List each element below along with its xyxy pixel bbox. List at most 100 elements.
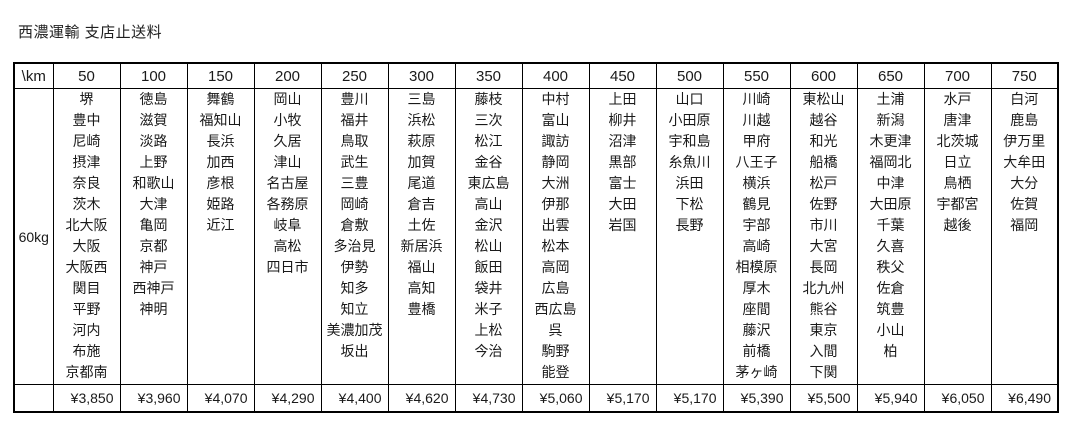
city-name: 大宮	[809, 238, 838, 254]
city-name: 茨木	[72, 196, 101, 212]
city-name: 知多	[340, 280, 369, 296]
city-list-200km: 岡山 小牧 久居 津山 名古屋 各務原 岐阜 高松 四日市	[253, 88, 322, 385]
city-name: 尼崎	[72, 133, 101, 149]
distance-header-700km: 700	[923, 62, 992, 89]
city-name: 静岡	[541, 154, 570, 170]
distance-header-row: \km 50 100 150 200 250 300 350 400 450 500 550 600 6…	[13, 62, 1059, 89]
city-name: 柳井	[608, 112, 637, 128]
city-name: 佐賀	[1010, 196, 1039, 212]
price-750km: ¥6,490	[990, 384, 1059, 413]
city-name: 摂津	[72, 154, 101, 170]
city-name: 高崎	[742, 238, 771, 254]
city-name: 神明	[139, 301, 168, 317]
city-name: 近江	[206, 217, 235, 233]
city-name: 沼津	[608, 133, 637, 149]
city-name: 松山	[474, 238, 503, 254]
city-name: 倉吉	[407, 196, 436, 212]
city-name: 金谷	[474, 154, 503, 170]
city-name: 鳥栖	[943, 175, 972, 191]
distance-header-550km: 550	[722, 62, 791, 89]
city-name: 大分	[1010, 175, 1039, 191]
city-name: 西神戸	[132, 280, 175, 296]
distance-header-600km: 600	[789, 62, 858, 89]
city-name: 高山	[474, 196, 503, 212]
city-name: 水戸	[943, 91, 972, 107]
city-body-row: 60kg 堺豊中 尼崎 摂津 奈良 茨木 北大阪 大阪 大阪西 関目 平野 河内 布施 京都南 徳島 滋賀淡…	[13, 88, 1059, 385]
city-name: 船橋	[809, 154, 838, 170]
city-name: 上田	[608, 91, 637, 107]
city-name: 市川	[809, 217, 838, 233]
city-name: 東松山	[802, 91, 845, 107]
city-name: 甲府	[742, 133, 771, 149]
city-name: 袋井	[474, 280, 503, 296]
city-name: 東京	[809, 322, 838, 338]
city-name: 横浜	[742, 175, 771, 191]
city-name: 堺	[79, 91, 94, 107]
city-name: 座間	[742, 301, 771, 317]
city-name: 米子	[474, 301, 503, 317]
city-name: 伊万里	[1003, 133, 1046, 149]
city-list-100km: 徳島 滋賀 淡路 上野 和歌山 大津 亀岡 京都 神戸 西神戸 神明	[119, 88, 188, 385]
city-name: 東広島	[467, 175, 510, 191]
distance-header-150km: 150	[186, 62, 255, 89]
city-name: 駒野	[541, 343, 570, 359]
city-name: 徳島	[139, 91, 168, 107]
city-name: 相模原	[735, 259, 778, 275]
city-name: 大田原	[869, 196, 912, 212]
city-name: 平野	[72, 301, 101, 317]
city-name: 入間	[809, 343, 838, 359]
corner-km-label: \km	[13, 62, 54, 89]
city-list-650km: 土浦 新潟 木更津 福岡北 中津 大田原 千葉 久喜 秩父 佐倉 筑豊 小山柏	[856, 88, 925, 385]
price-50km: ¥3,850	[52, 384, 121, 413]
city-name: 上野	[139, 154, 168, 170]
page-title: 西濃運輸 支店止送料	[18, 24, 163, 41]
city-name: 飯田	[474, 259, 503, 275]
price-150km: ¥4,070	[186, 384, 255, 413]
city-name: 福井	[340, 112, 369, 128]
city-name: 鶴見	[742, 196, 771, 212]
city-name: 浜田	[675, 175, 704, 191]
city-name: 川崎	[742, 91, 771, 107]
price-row: ¥3,850 ¥3,960 ¥4,070 ¥4,290 ¥4,400 ¥4,620 ¥4,7…	[13, 384, 1059, 413]
city-list-150km: 舞鶴 福知山 長浜 加西 彦根 姫路 近江	[186, 88, 255, 385]
city-name: 熊谷	[809, 301, 838, 317]
city-list-50km: 堺豊中 尼崎 摂津 奈良 茨木 北大阪 大阪 大阪西 関目 平野 河内 布施 京都南	[52, 88, 121, 385]
city-name: 久喜	[876, 238, 905, 254]
city-name: 八王子	[735, 154, 778, 170]
city-name: 豊橋	[407, 301, 436, 317]
city-name: 藤沢	[742, 322, 771, 338]
city-name: 小牧	[273, 112, 302, 128]
city-name: 福知山	[199, 112, 242, 128]
city-name: 尾道	[407, 175, 436, 191]
city-name: 土浦	[876, 91, 905, 107]
distance-header-200km: 200	[253, 62, 322, 89]
city-name: 河内	[72, 322, 101, 338]
city-name: 小田原	[668, 112, 711, 128]
city-list-250km: 豊川 福井 鳥取 武生 三豊 岡崎 倉敷 多治見 伊勢 知多 知立 美濃加茂 坂出	[320, 88, 389, 385]
city-name: 岡山	[273, 91, 302, 107]
city-list-450km: 上田 柳井 沼津 黒部 富士 大田 岩国	[588, 88, 657, 385]
city-name: 北茨城	[936, 133, 979, 149]
city-name: 長浜	[206, 133, 235, 149]
city-name: 新居浜	[400, 238, 443, 254]
city-name: 京都	[139, 238, 168, 254]
city-list-400km: 中村 富山 諏訪 静岡 大洲 伊那 出雲 松本 高岡 広島 西広島呉駒野 能登	[521, 88, 590, 385]
price-550km: ¥5,390	[722, 384, 791, 413]
city-name: 川越	[742, 112, 771, 128]
city-name: 福山	[407, 259, 436, 275]
distance-header-300km: 300	[387, 62, 456, 89]
city-name: 宇和島	[668, 133, 711, 149]
city-name: 加西	[206, 154, 235, 170]
city-name: 豊中	[72, 112, 101, 128]
city-name: 津山	[273, 154, 302, 170]
city-name: 和歌山	[132, 175, 175, 191]
city-name: 岐阜	[273, 217, 302, 233]
city-name: 長野	[675, 217, 704, 233]
city-name: 神戸	[139, 259, 168, 275]
city-name: 糸魚川	[668, 154, 711, 170]
city-name: 越谷	[809, 112, 838, 128]
distance-header-500km: 500	[655, 62, 724, 89]
weight-label: 60kg	[13, 88, 54, 385]
city-name: 京都南	[65, 364, 108, 380]
